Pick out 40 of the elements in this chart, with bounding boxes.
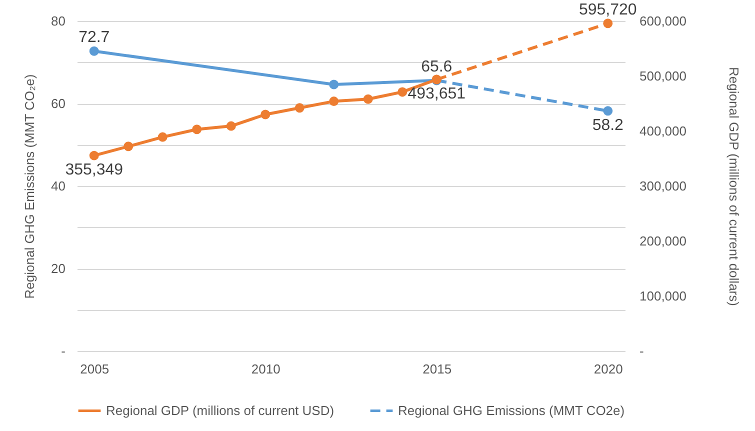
point (124, 142, 134, 152)
point (89, 150, 99, 160)
point (363, 94, 373, 104)
point (158, 132, 168, 142)
point (260, 110, 270, 120)
point (226, 121, 236, 131)
y-axis-title: Regional GHG Emissions (MMT CO₂e) (22, 74, 38, 299)
y-tick-label: 80 (51, 14, 66, 28)
y2-axis-title: Regional GDP (millions of current dollars) (726, 67, 742, 306)
legend-label: Regional GDP (millions of current USD) (106, 402, 334, 418)
point (89, 46, 99, 56)
x-tick-label: 2020 (594, 362, 623, 376)
point (192, 124, 202, 134)
y2-tick-label: - (640, 344, 644, 358)
data-label: 72.7 (78, 29, 110, 46)
point (329, 80, 339, 90)
data-label: 493,651 (408, 85, 466, 102)
y2-tick-label: 500,000 (640, 68, 686, 84)
data-label: 355,349 (65, 162, 124, 179)
y2-tick-label: 400,000 (640, 124, 686, 138)
legend-label: Regional GHG Emissions (MMT CO2e) (398, 402, 625, 418)
x-tick-label: 2005 (80, 362, 110, 376)
x-tick-label: 2015 (422, 362, 452, 376)
point (603, 106, 613, 116)
point (398, 87, 408, 97)
point (329, 96, 339, 106)
x-tick-label: 2010 (251, 362, 280, 376)
y-tick-label: - (61, 344, 66, 358)
point (603, 18, 613, 28)
y-tick-label: 40 (51, 178, 66, 194)
data-label: 595,720 (578, 1, 637, 18)
data-label: 58.2 (592, 116, 624, 134)
y2-tick-label: 200,000 (640, 234, 686, 248)
point (294, 103, 304, 113)
data-label: 65.6 (421, 58, 452, 76)
y2-tick-label: 600,000 (640, 14, 686, 28)
y2-tick-label: 300,000 (640, 178, 686, 194)
y-tick-label: 20 (51, 261, 66, 276)
y-tick-label: 60 (51, 96, 66, 111)
y2-tick-label: 100,000 (640, 288, 686, 304)
